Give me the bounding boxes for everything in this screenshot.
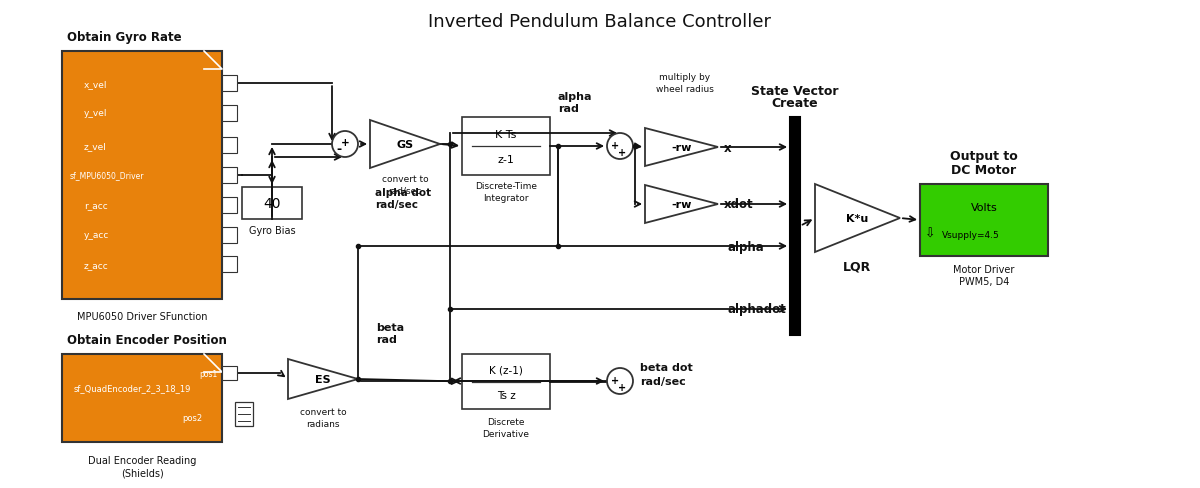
Bar (222, 227, 238, 243)
Bar (242, 187, 302, 220)
Bar (462, 118, 550, 176)
Text: GS: GS (396, 140, 414, 150)
Text: Motor Driver: Motor Driver (953, 264, 1015, 274)
Polygon shape (370, 121, 440, 169)
Text: Obtain Encoder Position: Obtain Encoder Position (67, 333, 227, 346)
Text: pos1: pos1 (199, 369, 217, 378)
Bar (222, 197, 238, 213)
Text: multiply by: multiply by (660, 72, 710, 81)
Text: y_vel: y_vel (84, 109, 108, 118)
Text: rad: rad (558, 104, 578, 114)
Polygon shape (646, 185, 718, 224)
Text: wheel radius: wheel radius (656, 84, 714, 93)
Circle shape (607, 368, 634, 394)
Bar (222, 106, 238, 122)
Text: sf_MPU6050_Driver: sf_MPU6050_Driver (70, 171, 144, 180)
Polygon shape (288, 359, 358, 399)
Text: Inverted Pendulum Balance Controller: Inverted Pendulum Balance Controller (428, 13, 772, 31)
Text: (Shields): (Shields) (121, 468, 163, 478)
Text: z_acc: z_acc (84, 260, 109, 269)
Text: x: x (724, 141, 732, 154)
Text: radians: radians (306, 419, 340, 428)
Text: convert to: convert to (382, 175, 428, 183)
Text: convert to: convert to (300, 407, 347, 416)
Text: Output to: Output to (950, 150, 1018, 163)
Text: +: + (341, 138, 349, 148)
Text: beta: beta (376, 323, 404, 332)
Text: alpha: alpha (558, 92, 593, 102)
Bar (222, 168, 238, 183)
Text: -rw: -rw (671, 142, 691, 153)
Text: Derivative: Derivative (482, 429, 529, 438)
Text: +: + (618, 148, 626, 158)
Circle shape (332, 132, 358, 158)
Text: Integrator: Integrator (484, 194, 529, 203)
Circle shape (607, 134, 634, 160)
Text: sf_QuadEncoder_2_3_18_19: sf_QuadEncoder_2_3_18_19 (73, 383, 191, 392)
Text: +: + (618, 382, 626, 392)
Text: Obtain Gyro Rate: Obtain Gyro Rate (67, 31, 181, 44)
Bar (222, 257, 238, 273)
Text: r_acc: r_acc (84, 201, 108, 210)
Text: 40: 40 (263, 197, 281, 210)
Text: z_vel: z_vel (84, 142, 107, 150)
Text: LQR: LQR (844, 261, 871, 273)
Text: rad/sec: rad/sec (640, 376, 685, 386)
Text: PWM5, D4: PWM5, D4 (959, 276, 1009, 286)
Text: Vsupply=4.5: Vsupply=4.5 (942, 230, 1000, 240)
Text: MPU6050 Driver SFunction: MPU6050 Driver SFunction (77, 311, 208, 321)
Bar (920, 184, 1048, 257)
Text: ES: ES (316, 374, 331, 384)
Bar (222, 366, 238, 381)
Text: xdot: xdot (724, 198, 754, 211)
Text: rad: rad (376, 334, 397, 345)
Text: -rw: -rw (671, 200, 691, 209)
Text: Discrete: Discrete (487, 417, 524, 426)
Text: beta dot: beta dot (640, 362, 692, 372)
Text: x_vel: x_vel (84, 80, 108, 88)
Text: rad/sec: rad/sec (374, 200, 418, 209)
Text: K Ts: K Ts (496, 130, 517, 140)
Text: Ts z: Ts z (497, 390, 515, 400)
Polygon shape (815, 184, 900, 252)
Text: alpha: alpha (728, 241, 764, 254)
Bar (62, 354, 222, 442)
Text: ⇩: ⇩ (925, 227, 935, 240)
Bar (235, 402, 253, 426)
Text: alphadot: alphadot (728, 303, 787, 316)
Text: State Vector: State Vector (751, 85, 839, 98)
Text: Volts: Volts (971, 203, 997, 213)
Text: alpha dot: alpha dot (374, 187, 431, 198)
Bar (790, 118, 800, 335)
Bar (222, 76, 238, 92)
Bar (462, 354, 550, 409)
Text: Gyro Bias: Gyro Bias (248, 225, 295, 236)
Text: y_acc: y_acc (84, 230, 109, 240)
Text: pos2: pos2 (182, 413, 203, 422)
Text: -: - (336, 143, 342, 156)
Text: +: + (611, 375, 619, 385)
Text: K*u: K*u (846, 214, 869, 224)
Text: Create: Create (772, 97, 818, 110)
Polygon shape (646, 129, 718, 167)
Text: rad/sec: rad/sec (389, 185, 421, 195)
Text: Dual Encoder Reading: Dual Encoder Reading (88, 455, 196, 465)
Text: DC Motor: DC Motor (952, 163, 1016, 177)
Text: +: + (611, 141, 619, 151)
Bar (222, 138, 238, 154)
Bar (62, 52, 222, 299)
Text: Discrete-Time: Discrete-Time (475, 182, 538, 191)
Text: K (z-1): K (z-1) (490, 365, 523, 375)
Text: z-1: z-1 (498, 154, 515, 164)
